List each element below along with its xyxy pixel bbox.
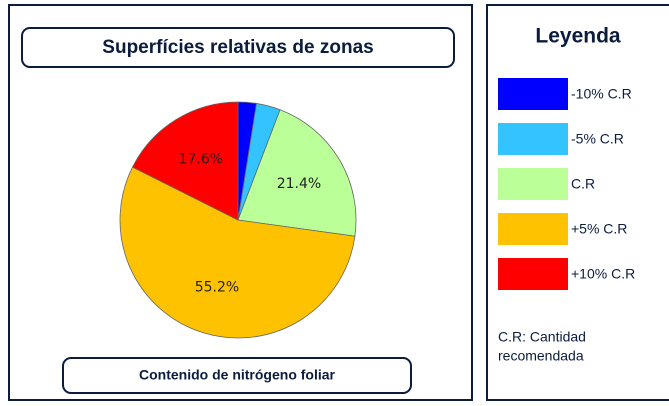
legend-label: +10% C.R xyxy=(571,266,635,282)
caption: Contenido de nitrógeno foliar xyxy=(139,367,336,383)
legend-label: C.R xyxy=(571,176,595,192)
legend-title: Leyenda xyxy=(535,25,621,48)
chart-title: Superfícies relativas de zonas xyxy=(102,37,373,58)
note: C.R: Cantidad xyxy=(498,329,586,345)
legend-swatch xyxy=(498,258,568,290)
legend-label: -10% C.R xyxy=(571,86,632,102)
pie-slice xyxy=(237,109,357,237)
legend-label: +5% C.R xyxy=(571,221,627,237)
slice-label: 55.2% xyxy=(195,280,239,296)
legend-swatch xyxy=(498,213,568,245)
title-box xyxy=(21,27,455,68)
legend-swatch xyxy=(498,168,568,200)
legend-panel xyxy=(486,4,669,401)
legend-swatch xyxy=(498,78,568,110)
chart-panel xyxy=(8,4,473,401)
pie-slice xyxy=(119,166,356,339)
legend-label: -5% C.R xyxy=(571,131,624,147)
pie-slice xyxy=(131,101,239,221)
caption-box xyxy=(62,357,412,394)
slice-label: 21.4% xyxy=(277,176,321,192)
note: recomendada xyxy=(498,348,584,364)
legend-swatch xyxy=(498,123,568,155)
slice-label: 17.6% xyxy=(179,152,223,168)
